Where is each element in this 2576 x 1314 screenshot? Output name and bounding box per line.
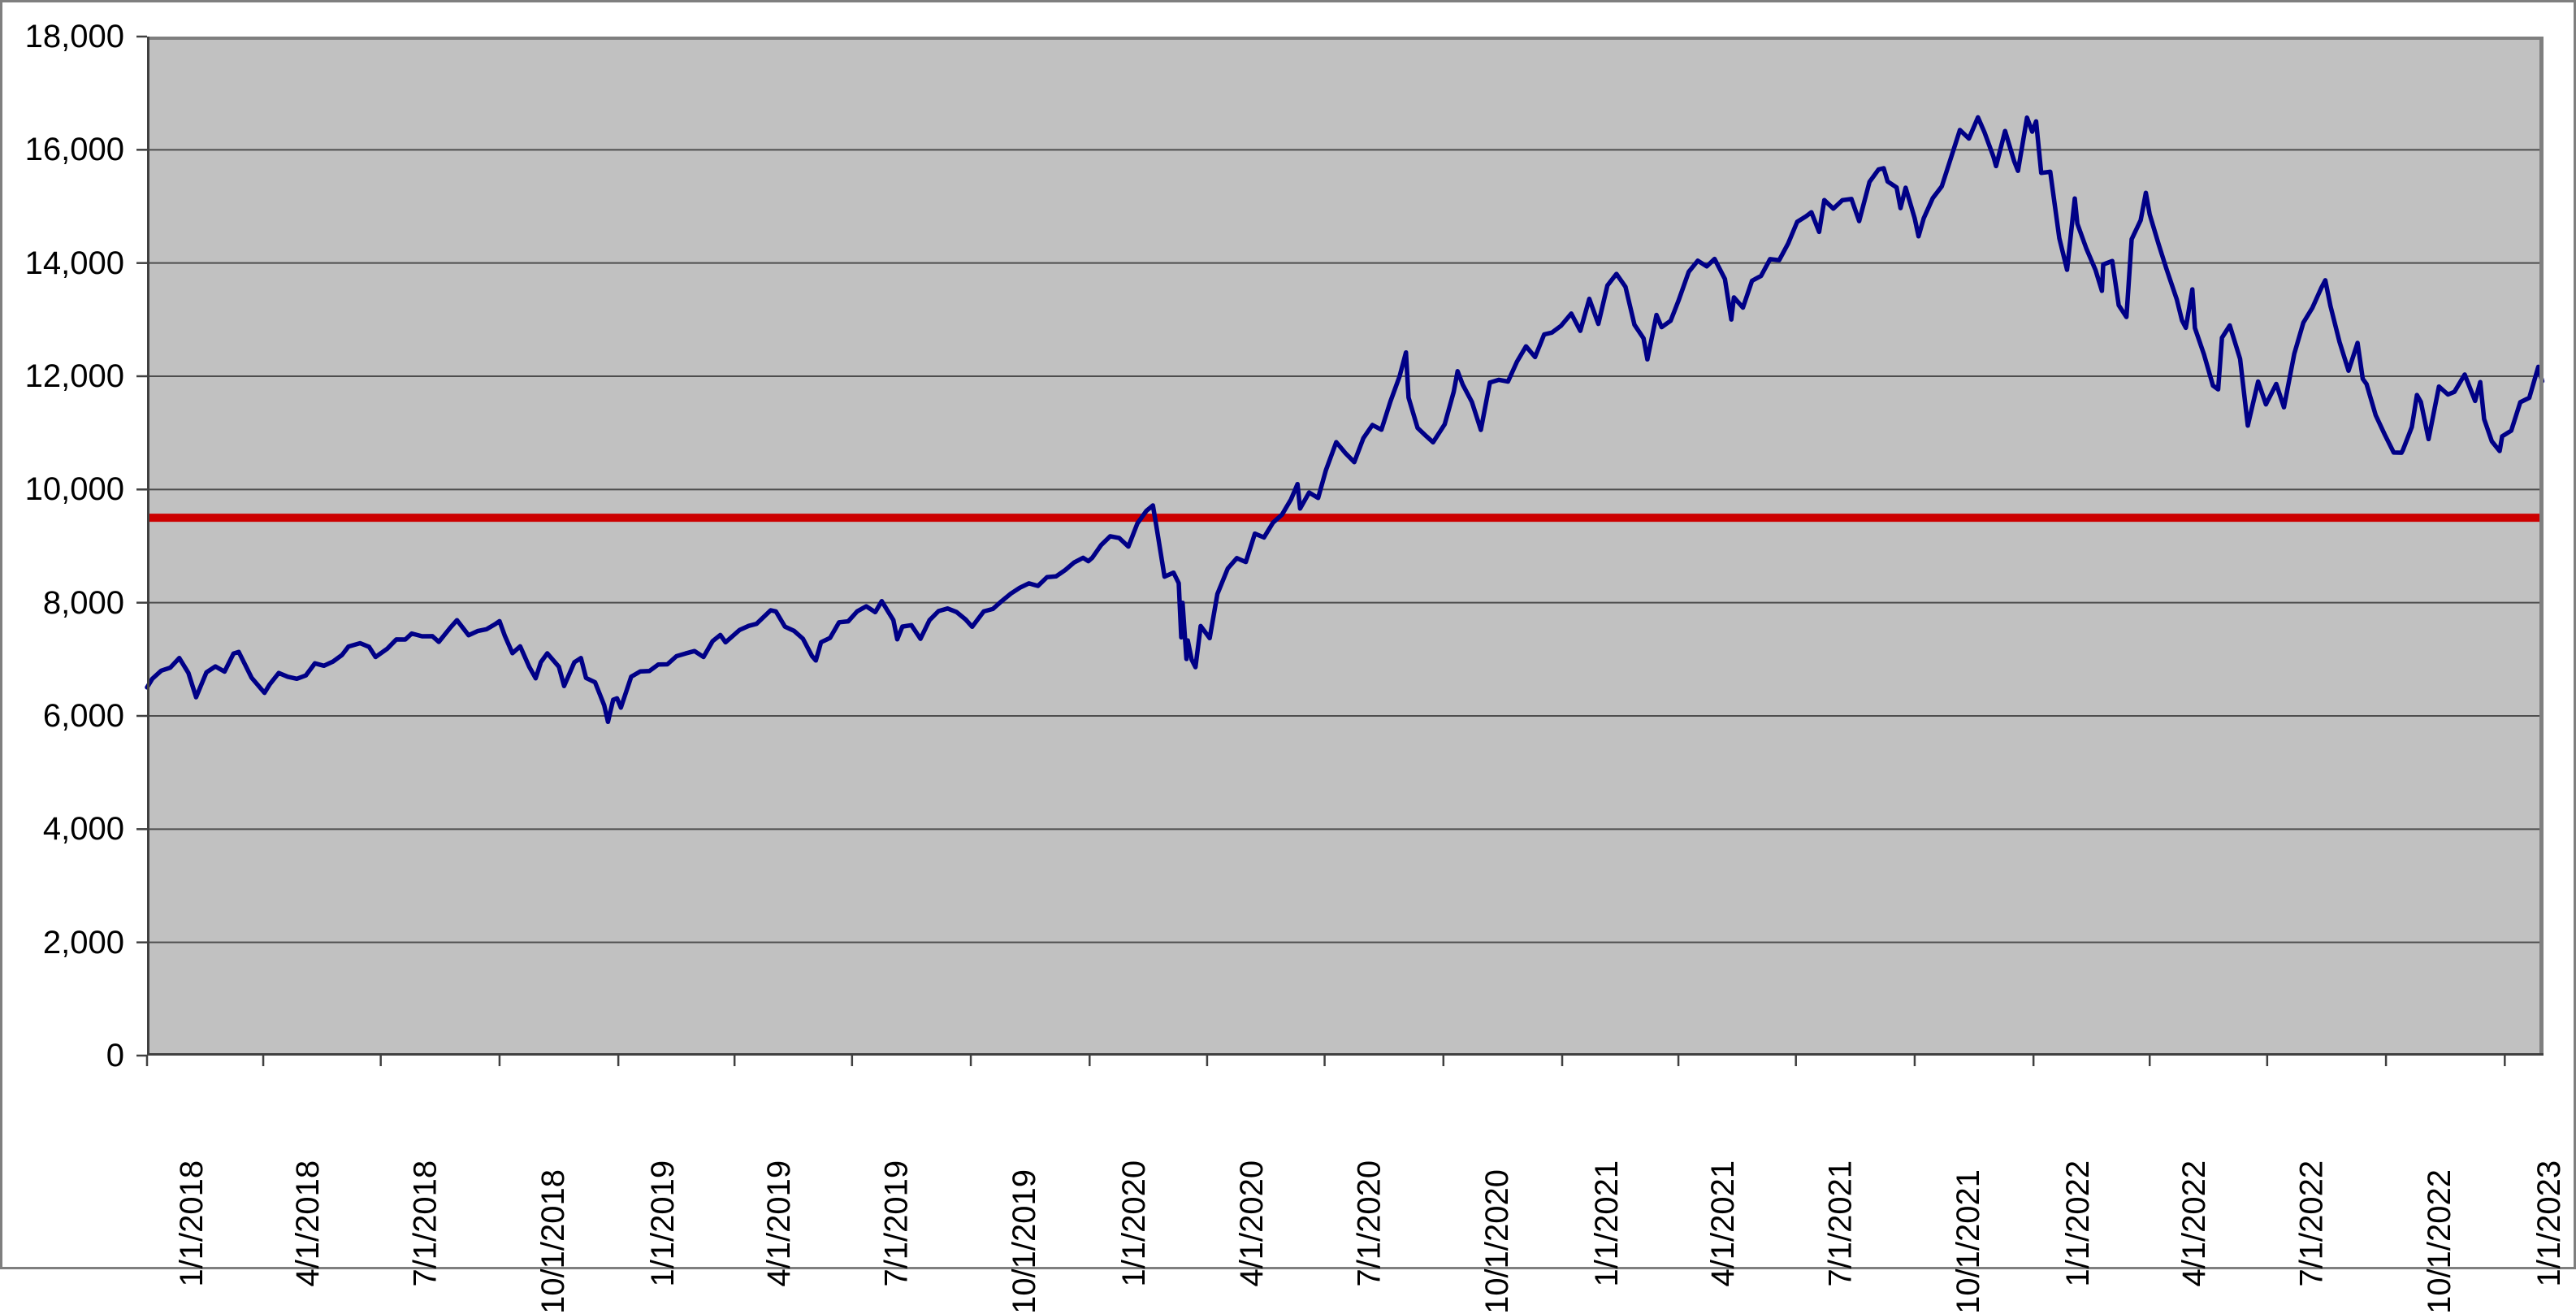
plot-area (136, 35, 2545, 1066)
x-axis-tick-label: 1/1/2022 (2060, 1160, 2097, 1287)
x-axis-tick-label: 7/1/2019 (878, 1160, 915, 1287)
x-axis-tick-label: 10/1/2020 (1478, 1169, 1515, 1314)
y-axis-tick-label: 16,000 (24, 132, 124, 168)
x-axis-tick-label: 10/1/2021 (1950, 1169, 1986, 1314)
y-axis-tick-label: 8,000 (42, 584, 124, 621)
y-axis-tick-label: 10,000 (24, 471, 124, 508)
y-axis-tick-label: 4,000 (42, 811, 124, 848)
plot-svg (136, 35, 2545, 1066)
x-axis-tick-label: 4/1/2022 (2176, 1160, 2213, 1287)
x-axis-tick-label: 1/1/2019 (644, 1160, 681, 1287)
x-axis-tick-label: 7/1/2022 (2293, 1160, 2330, 1287)
x-axis-tick-label: 10/1/2019 (1007, 1169, 1043, 1314)
x-axis-tick-label: 10/1/2022 (2422, 1169, 2458, 1314)
y-axis-tick-label: 2,000 (42, 924, 124, 961)
y-axis-tick-label: 0 (106, 1038, 124, 1073)
y-axis-tick-label: 14,000 (24, 245, 124, 281)
x-axis-tick-label: 1/1/2018 (173, 1160, 210, 1287)
price-line-series (145, 115, 2545, 725)
x-axis-tick-label: 7/1/2021 (1822, 1160, 1859, 1287)
x-axis-tick-label: 7/1/2018 (407, 1160, 444, 1287)
y-axis-tick-label: 18,000 (24, 19, 124, 54)
x-axis-tick-label: 4/1/2020 (1233, 1160, 1270, 1287)
x-axis-tick-label: 7/1/2020 (1351, 1160, 1388, 1287)
y-axis-tick-label: 6,000 (42, 698, 124, 734)
x-axis-tick-label: 1/1/2023 (2531, 1160, 2568, 1287)
x-axis-tick-label: 4/1/2021 (1704, 1160, 1741, 1287)
x-axis-tick-label: 4/1/2018 (289, 1160, 326, 1287)
x-axis-tick-label: 1/1/2021 (1588, 1160, 1625, 1287)
x-axis-tick-label: 4/1/2019 (761, 1160, 798, 1287)
x-axis-tick-label: 1/1/2020 (1116, 1160, 1153, 1287)
x-axis-tick-label: 10/1/2018 (535, 1169, 571, 1314)
y-axis-tick-label: 12,000 (24, 358, 124, 394)
